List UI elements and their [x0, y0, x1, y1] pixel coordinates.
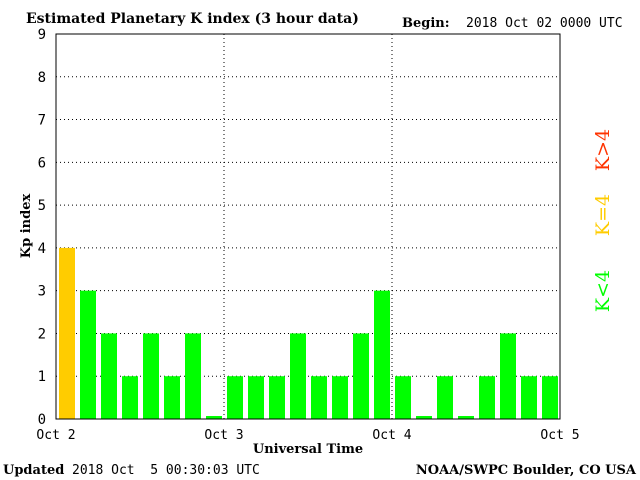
- kp-bar: [416, 416, 432, 419]
- kp-bar: [248, 376, 264, 419]
- kp-bar: [521, 376, 537, 419]
- updated-label: Updated: [3, 463, 64, 478]
- y-tick-label: 9: [38, 27, 46, 43]
- kp-bar: [437, 376, 453, 419]
- x-tick-labels: Oct 2 Oct 3 Oct 4 Oct 5: [36, 428, 579, 443]
- kp-bar: [542, 376, 558, 419]
- bar-series: [59, 247, 558, 419]
- kp-bar: [311, 376, 327, 419]
- kp-bar: [227, 376, 243, 419]
- x-tick-label: Oct 3: [204, 428, 243, 443]
- x-tick-label: Oct 4: [372, 428, 411, 443]
- y-tick-label: 8: [38, 70, 46, 86]
- kp-bar: [269, 376, 285, 419]
- kp-bar: [185, 333, 201, 419]
- x-axis-label: Universal Time: [253, 442, 363, 457]
- source-credit: NOAA/SWPC Boulder, CO USA: [416, 463, 637, 478]
- y-tick-label: 1: [38, 369, 46, 385]
- kp-bar: [290, 333, 306, 419]
- y-tick-label: 4: [38, 241, 46, 257]
- y-tick-label: 5: [38, 198, 46, 214]
- kp-bar: [101, 333, 117, 419]
- grid-lines: [56, 34, 560, 419]
- kp-bar: [332, 376, 348, 419]
- legend-equal-4: K=4: [592, 194, 614, 236]
- y-tick-label: 6: [38, 155, 46, 171]
- y-tick-label: 3: [38, 284, 46, 300]
- kp-bar: [374, 290, 390, 419]
- kp-bar: [143, 333, 159, 419]
- legend-below-4: K<4: [592, 270, 614, 312]
- legend-above-4: K>4: [592, 129, 614, 171]
- updated-timestamp: 2018 Oct 5 00:30:03 UTC: [72, 463, 260, 478]
- kp-bar: [395, 376, 411, 419]
- y-tick-label: 0: [38, 412, 46, 428]
- x-tick-label: Oct 5: [540, 428, 579, 443]
- y-tick-label: 2: [38, 326, 46, 342]
- kp-bar: [479, 376, 495, 419]
- x-tick-label: Oct 2: [36, 428, 75, 443]
- y-axis-label: Kp index: [19, 194, 34, 259]
- y-tick-labels: 0 1 2 3 4 5 6 7 8 9: [38, 27, 46, 428]
- kp-bar: [458, 416, 474, 419]
- chart-title: Estimated Planetary K index (3 hour data…: [26, 11, 359, 27]
- kp-bar: [80, 290, 96, 419]
- kp-bar: [353, 333, 369, 419]
- kp-bar: [122, 376, 138, 419]
- kp-bar: [500, 333, 516, 419]
- kp-bar: [59, 247, 75, 419]
- begin-label: Begin:: [402, 16, 450, 31]
- kp-bar: [206, 416, 222, 419]
- y-tick-label: 7: [38, 113, 46, 129]
- kp-bar: [164, 376, 180, 419]
- begin-value: 2018 Oct 02 0000 UTC: [466, 16, 623, 31]
- plot-frame: [55, 33, 561, 420]
